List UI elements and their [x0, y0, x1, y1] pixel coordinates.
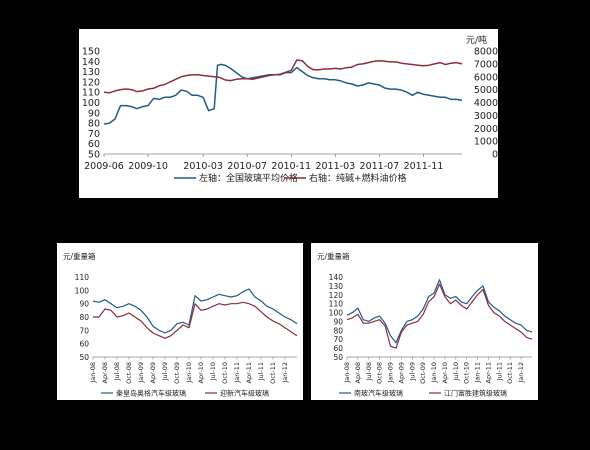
left-y-tick-label: 110 — [82, 88, 100, 99]
left-x-tick-label: Jan-09 — [137, 362, 145, 384]
x-tick-label: 2011-07 — [360, 161, 400, 172]
legend-label: 左轴：全国玻璃平均价格 — [199, 172, 298, 184]
left-series-line-1 — [92, 288, 298, 334]
right-x-tick-label: Apr-11 — [484, 362, 492, 383]
left-x-tick-label: Apr-08 — [101, 362, 109, 383]
left-y-tick-label: 100 — [82, 98, 100, 109]
left-x-tick-label: Oct-11 — [269, 362, 277, 384]
left-x-tick-label: Jan-08 — [89, 362, 97, 384]
left-y-tick-label: 70 — [88, 129, 100, 140]
right-x-tick-label: Jan-09 — [387, 362, 395, 384]
left-x-tick-label: Jan-11 — [233, 362, 241, 384]
left-chart: 元/重量箱 50 60 70 80 90 100 110 Jan-08 Apr-08 Jul-08 O… — [63, 251, 298, 398]
series-line-soda-fuel-price — [103, 59, 463, 94]
right-y-tick-label: 60 — [333, 344, 343, 353]
x-tick-label: 2010-11 — [271, 161, 311, 172]
left-x-tick-label: Oct-08 — [125, 362, 133, 384]
x-tick-label: 2009-06 — [84, 161, 124, 172]
left-series-line-2 — [93, 301, 298, 339]
right-legend-label: 江门富胜建筑级玻璃 — [444, 389, 507, 398]
left-x-tick-label: Jan-12 — [281, 362, 289, 384]
left-x-tick-label: Jul-11 — [257, 362, 265, 381]
left-x-tick-label: Oct-10 — [221, 362, 229, 384]
left-y-tick-label: 70 — [79, 326, 89, 335]
right-y-tick-label: 100 — [329, 309, 344, 318]
right-x-tick-label: Jan-10 — [430, 362, 438, 384]
right-x-tick-label: Oct-09 — [419, 362, 427, 384]
left-x-tick-label: Jul-08 — [113, 362, 121, 381]
right-series-line-1 — [346, 279, 533, 344]
x-tick-label: 2009-10 — [128, 161, 168, 172]
left-chart-panel: 元/重量箱 50 60 70 80 90 100 110 Jan-08 Apr-08 Jul-08 O… — [57, 243, 303, 400]
left-y-tick-label: 60 — [88, 139, 100, 150]
right-y-tick-label: 0 — [492, 150, 498, 161]
right-x-tick-label: Oct-10 — [463, 362, 471, 384]
right-y-tick-label: 90 — [333, 317, 343, 326]
right-x-tick-label: Jul-11 — [495, 362, 503, 381]
legend-label: 右轴：纯碱+燃料油价格 — [309, 172, 407, 184]
right-chart-panel: 元/重量箱 50 60 70 80 90 100 110 120 130 140 Jan-08 Apr-… — [311, 243, 538, 400]
left-x-tick-label: Jul-09 — [161, 362, 169, 381]
right-series-line-2 — [346, 283, 533, 349]
left-x-tick-label: Apr-09 — [149, 362, 157, 383]
right-y-tick-label: 120 — [329, 291, 344, 300]
left-y-tick-label: 50 — [79, 353, 89, 362]
left-y-tick-label: 50 — [88, 150, 100, 161]
left-y-tick-label: 150 — [82, 47, 100, 58]
right-y-tick-label: 80 — [333, 326, 343, 335]
right-y-tick-label: 1000 — [474, 137, 498, 148]
left-x-tick-label: Oct-09 — [173, 362, 181, 384]
left-legend-label: 迎新汽车级玻璃 — [220, 389, 269, 398]
left-x-tick-label: Apr-10 — [197, 362, 205, 383]
right-x-tick-label: Jul-09 — [408, 362, 416, 381]
x-tick-label: 2011-11 — [404, 161, 444, 172]
right-y-tick-label: 5000 — [474, 85, 498, 96]
right-x-tick-label: Jul-10 — [452, 362, 460, 381]
right-x-tick-label: Apr-09 — [397, 362, 405, 383]
left-y-tick-label: 140 — [82, 57, 100, 68]
right-x-tick-label: Jul-08 — [365, 362, 373, 381]
left-y-tick-label: 130 — [82, 67, 100, 78]
right-y-tick-label: 6000 — [474, 72, 498, 83]
left-y-tick-label: 110 — [75, 273, 90, 282]
right-y-tick-label: 2000 — [474, 124, 498, 135]
left-y-tick-label: 120 — [82, 77, 100, 88]
left-legend-label: 秦皇岛奥格汽车级玻璃 — [116, 389, 186, 398]
top-chart-panel: 50 60 70 80 90 100 110 120 130 140 150 0 1000 2000 300… — [79, 29, 498, 198]
left-y-tick-label: 60 — [79, 340, 89, 349]
right-y-tick-label: 70 — [333, 335, 343, 344]
right-y-tick-label: 8000 — [474, 47, 498, 58]
left-x-tick-label: Jul-10 — [209, 362, 217, 381]
right-x-tick-label: Apr-08 — [354, 362, 362, 383]
left-y-tick-label: 80 — [88, 119, 100, 130]
right-y-tick-label: 4000 — [474, 98, 498, 109]
right-y-tick-label: 3000 — [474, 111, 498, 122]
right-y-tick-label: 50 — [333, 353, 343, 362]
right-x-tick-label: Jan-12 — [517, 362, 525, 384]
right-x-tick-label: Jan-08 — [343, 362, 351, 384]
right-x-tick-label: Oct-11 — [506, 362, 514, 384]
x-tick-label: 2010-03 — [183, 161, 223, 172]
right-y-tick-label: 110 — [329, 300, 344, 309]
left-y-tick-label: 90 — [88, 108, 100, 119]
right-y-tick-label: 130 — [329, 282, 344, 291]
left-y-tick-label: 90 — [79, 300, 89, 309]
right-y-tick-label: 140 — [329, 273, 344, 282]
right-x-tick-label: Oct-08 — [376, 362, 384, 384]
left-y-tick-label: 80 — [79, 313, 89, 322]
left-x-tick-label: Apr-11 — [245, 362, 253, 383]
right-axis-unit: 元/吨 — [466, 34, 487, 46]
x-tick-label: 2011-03 — [315, 161, 355, 172]
left-x-tick-label: Jan-10 — [185, 362, 193, 384]
x-tick-label: 2010-07 — [227, 161, 267, 172]
right-x-tick-label: Apr-10 — [441, 362, 449, 383]
right-y-axis-unit: 元/重量箱 — [317, 251, 350, 261]
left-y-tick-label: 100 — [75, 286, 90, 295]
right-legend-label: 南玻汽车级玻璃 — [354, 389, 403, 398]
right-y-tick-label: 7000 — [474, 59, 498, 70]
left-y-axis-unit: 元/重量箱 — [63, 251, 96, 261]
right-x-tick-label: Jan-11 — [474, 362, 482, 384]
